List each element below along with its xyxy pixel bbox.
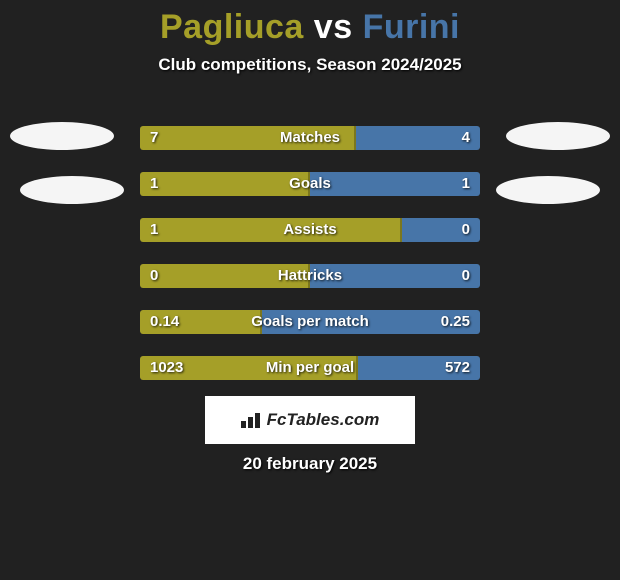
brand-box: FcTables.com <box>205 396 415 444</box>
stat-right-value: 572 <box>445 356 470 380</box>
stat-right-value: 1 <box>462 172 470 196</box>
player2-photo <box>506 122 610 150</box>
subtitle: Club competitions, Season 2024/2025 <box>0 55 620 75</box>
comparison-title: Pagliuca vs Furini <box>0 0 620 47</box>
vs-text: vs <box>304 8 363 46</box>
stat-right-value: 0 <box>462 218 470 242</box>
stat-right-value: 0.25 <box>441 310 470 334</box>
stat-label: Goals <box>140 172 480 196</box>
stat-label: Matches <box>140 126 480 150</box>
stat-right-value: 0 <box>462 264 470 288</box>
stat-right-value: 4 <box>462 126 470 150</box>
stat-row: 1023 Min per goal 572 <box>140 356 480 380</box>
stat-row: 0.14 Goals per match 0.25 <box>140 310 480 334</box>
stat-label: Hattricks <box>140 264 480 288</box>
stat-row: 1 Assists 0 <box>140 218 480 242</box>
player1-club-photo <box>20 176 124 204</box>
player1-name: Pagliuca <box>160 8 304 46</box>
stat-label: Assists <box>140 218 480 242</box>
player2-name: Furini <box>363 8 460 46</box>
stats-bars: 7 Matches 4 1 Goals 1 1 Assists 0 0 Hatt… <box>140 126 480 402</box>
stat-label: Goals per match <box>140 310 480 334</box>
brand-label: FcTables.com <box>267 410 380 430</box>
player2-club-photo <box>496 176 600 204</box>
stat-label: Min per goal <box>140 356 480 380</box>
brand-text: FcTables.com <box>241 410 380 430</box>
stat-row: 7 Matches 4 <box>140 126 480 150</box>
date-text: 20 february 2025 <box>0 454 620 474</box>
player1-photo <box>10 122 114 150</box>
bars-icon <box>241 412 263 428</box>
stat-row: 0 Hattricks 0 <box>140 264 480 288</box>
stat-row: 1 Goals 1 <box>140 172 480 196</box>
